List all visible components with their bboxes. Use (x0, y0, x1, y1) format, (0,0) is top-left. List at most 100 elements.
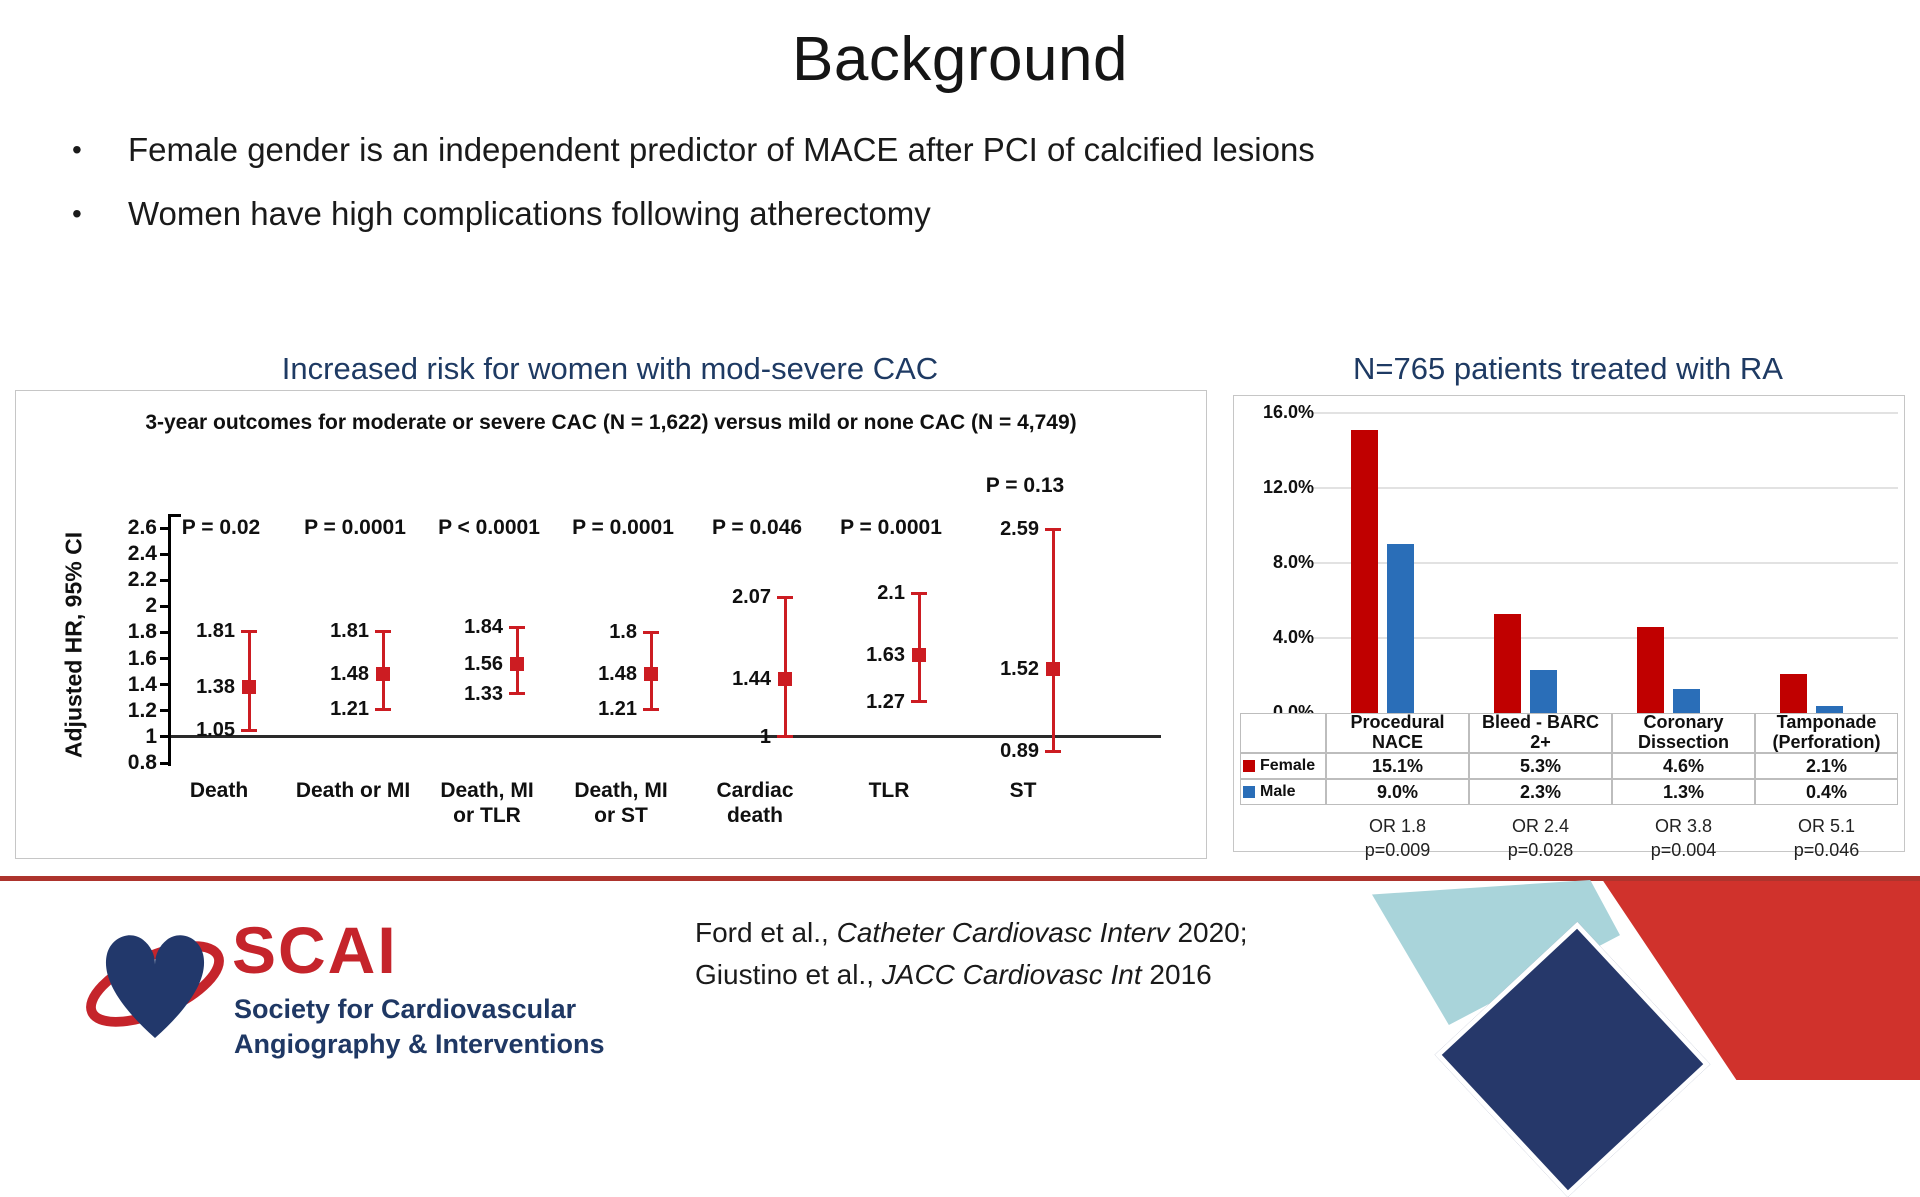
error-bar-cap-bottom (375, 707, 391, 711)
table-empty-cell (1240, 805, 1326, 863)
y-tick-label: 1 (145, 724, 157, 748)
point-estimate-marker (376, 667, 390, 682)
legend-swatch-female (1243, 760, 1255, 772)
bar-male (1387, 544, 1414, 713)
gridline (1312, 487, 1898, 489)
error-bar-cap-bottom (509, 692, 525, 696)
scai-logo-acronym: SCAI (232, 913, 398, 987)
forest-panel-heading: Increased risk for women with mod-severe… (281, 351, 939, 386)
citation-line: Ford et al., Catheter Cardiovasc Interv … (695, 912, 1248, 954)
bullet-list: • Female gender is an independent predic… (72, 130, 1832, 257)
y-tick-mark (160, 604, 171, 608)
citation-journal: JACC Cardiovasc Int (881, 959, 1142, 990)
point-estimate-marker (510, 656, 524, 671)
citation-journal: Catheter Cardiovasc Interv (836, 917, 1170, 948)
p-value-label: P = 0.0001 (304, 516, 406, 539)
table-corner-cell (1240, 713, 1326, 753)
error-bar-cap-top (509, 625, 525, 629)
odds-ratio-cell: OR 2.4 p=0.028 (1507, 816, 1574, 861)
point-estimate-marker (778, 672, 792, 687)
y-tick-mark (160, 709, 171, 713)
point-estimate-marker (912, 647, 926, 662)
legend-female: Female (1240, 753, 1326, 779)
legend-label: Female (1260, 757, 1316, 774)
bar-male (1673, 688, 1700, 713)
y-tick-mark (160, 578, 171, 582)
legend-label: Male (1260, 783, 1296, 800)
gridline (1312, 637, 1898, 639)
citation-line: Giustino et al., JACC Cardiovasc Int 201… (695, 954, 1248, 996)
bullet-text: Female gender is an independent predicto… (128, 131, 1315, 168)
x-category-label: Death, MI or ST (574, 779, 668, 827)
y-tick-label: 2 (145, 594, 157, 618)
ci-low-label: 1 (759, 725, 771, 748)
point-estimate-marker (1046, 662, 1060, 676)
error-bar-cap-top (1045, 527, 1061, 531)
y-tick-mark (160, 630, 171, 634)
error-bar-line (1051, 529, 1055, 752)
ci-low-label: 1.21 (330, 698, 369, 721)
presentation-slide: Background • Female gender is an indepen… (0, 25, 1920, 1197)
y-tick-mark (160, 735, 171, 739)
error-bar-cap-bottom (777, 735, 793, 739)
y-tick-label: 2.4 (127, 542, 157, 566)
y-tick-mark (160, 657, 171, 661)
ci-high-label: 2.1 (877, 582, 905, 605)
hr-label: 1.44 (732, 668, 771, 691)
p-value-label: P = 0.02 (181, 516, 261, 539)
y-tick-mark (160, 526, 171, 530)
bullet-item: • Female gender is an independent predic… (72, 130, 1832, 170)
table-value-cell: 4.6% (1612, 753, 1755, 779)
table-category-header: Bleed - BARC 2+ (1469, 712, 1612, 753)
y-tick-mark (160, 683, 171, 687)
error-bar-cap-bottom (911, 700, 927, 704)
forest-plot-area: 2.6 2.4 2.2 2 1.8 1.6 1.4 1.2 1 0.8 1.81 1.38 1.05 P … (16, 391, 1206, 858)
y-tick-label: 0.8 (127, 751, 157, 774)
y-tick-mark (160, 552, 171, 556)
y-tick-label: 4.0% (1272, 627, 1314, 647)
p-value-label: P = 0.046 (711, 516, 803, 539)
bar-male (1530, 669, 1557, 713)
forest-plot-title: 3-year outcomes for moderate or severe C… (145, 411, 1077, 434)
error-bar-cap-bottom (1045, 749, 1061, 753)
odds-ratio-cell: OR 3.8 p=0.004 (1650, 816, 1717, 861)
error-bar-cap-top (241, 629, 257, 633)
table-category-header: Tamponade (Perforation) (1755, 712, 1898, 753)
x-category-label: TLR (868, 779, 910, 802)
hr-label: 1.63 (866, 643, 905, 666)
gridline (1312, 562, 1898, 564)
ci-high-label: 2.07 (732, 586, 771, 609)
y-tick-label: 1.8 (127, 620, 157, 644)
ci-low-label: 1.27 (866, 690, 905, 713)
y-tick-label: 1.6 (127, 646, 157, 670)
x-category-label: ST (1009, 779, 1037, 802)
legend-male: Male (1240, 779, 1326, 805)
bar-female (1351, 429, 1378, 713)
ci-high-label: 2.59 (1000, 518, 1039, 541)
bar-chart-area: 16.0% 12.0% 8.0% 4.0% 0.0% (1234, 396, 1904, 851)
bar-male (1816, 705, 1843, 713)
table-value-cell: 5.3% (1469, 753, 1612, 779)
reference-line-hr1 (171, 735, 1161, 739)
y-tick-label: 2.6 (127, 516, 157, 539)
point-estimate-marker (644, 667, 658, 682)
bar-female (1780, 673, 1807, 713)
bar-female (1494, 613, 1521, 713)
y-tick-label: 1.2 (127, 698, 157, 722)
error-bar-line (783, 597, 787, 737)
p-value-label: P = 0.13 (985, 474, 1065, 497)
table-category-header: Coronary Dissection (1612, 712, 1755, 753)
x-category-label: Cardiac death (716, 779, 794, 827)
odds-ratio-cell: OR 5.1 p=0.046 (1793, 816, 1860, 861)
y-tick-label: 1.4 (127, 672, 157, 696)
error-bar-cap-top (911, 591, 927, 595)
table-value-cell: 0.4% (1755, 779, 1898, 805)
y-axis-line (168, 514, 171, 766)
citation-year: 2020; (1169, 917, 1248, 948)
hr-label: 1.38 (196, 676, 235, 699)
bar-female (1637, 626, 1664, 713)
bullet-glyph: • (72, 134, 82, 165)
x-category-label: Death (189, 779, 249, 802)
table-value-cell: 15.1% (1326, 753, 1469, 779)
error-bar-cap-top (777, 595, 793, 599)
